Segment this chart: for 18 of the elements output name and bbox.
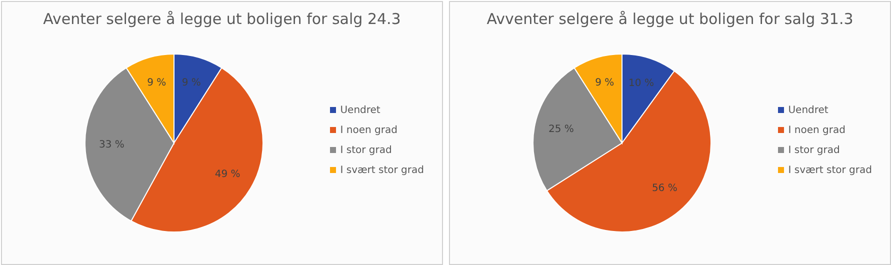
chart-title: Aventer selgere å legge ut boligen for salg 24.3 [42, 10, 402, 28]
legend-label: I stor grad [340, 144, 392, 156]
data-label: 25 % [548, 124, 574, 135]
data-label: 49 % [214, 169, 240, 180]
legend-label: I noen grad [788, 124, 846, 136]
data-label: 10 % [628, 78, 654, 90]
legend-label: Uendret [788, 104, 828, 116]
legend-label: I svært stor grad [340, 164, 424, 176]
data-label: 9 % [147, 78, 166, 89]
legend-label: I stor grad [788, 144, 840, 156]
legend-label: I svært stor grad [788, 164, 872, 176]
data-label: 56 % [652, 182, 678, 194]
chart-title: Avventer selgere å legge ut boligen for salg 31.3 [486, 10, 854, 28]
data-label: 9 % [595, 78, 614, 89]
legend-label: Uendret [340, 104, 380, 116]
data-label: 9 % [182, 78, 201, 89]
data-label: 33 % [99, 139, 124, 150]
legend-label: I noen grad [340, 124, 398, 136]
